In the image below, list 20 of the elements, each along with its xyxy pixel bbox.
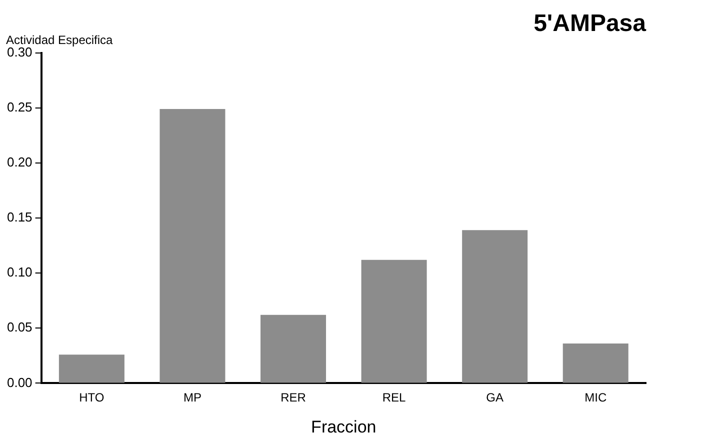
y-tick-label: 0.05 bbox=[6, 320, 32, 335]
y-tick-label: 0.00 bbox=[6, 374, 32, 390]
y-tick-label: 0.15 bbox=[6, 210, 32, 225]
bar bbox=[361, 260, 427, 383]
x-tick-label: MIC bbox=[584, 390, 607, 405]
x-tick-label: RER bbox=[280, 390, 306, 405]
x-tick-label: REL bbox=[382, 390, 406, 405]
bar bbox=[462, 230, 528, 383]
bar bbox=[58, 354, 124, 383]
x-axis-title: Fraccion bbox=[311, 417, 376, 436]
bar bbox=[160, 108, 226, 383]
x-tick-label: GA bbox=[486, 390, 504, 405]
bar bbox=[562, 344, 628, 383]
bar bbox=[260, 314, 326, 383]
y-tick-label: 0.20 bbox=[6, 154, 32, 170]
y-tick-label: 0.10 bbox=[6, 264, 32, 280]
y-tick-label: 0.25 bbox=[6, 99, 32, 114]
chart-title: 5'AMPasa bbox=[534, 10, 647, 38]
x-tick-label: HTO bbox=[79, 390, 104, 405]
x-tick-label: MP bbox=[183, 390, 202, 405]
